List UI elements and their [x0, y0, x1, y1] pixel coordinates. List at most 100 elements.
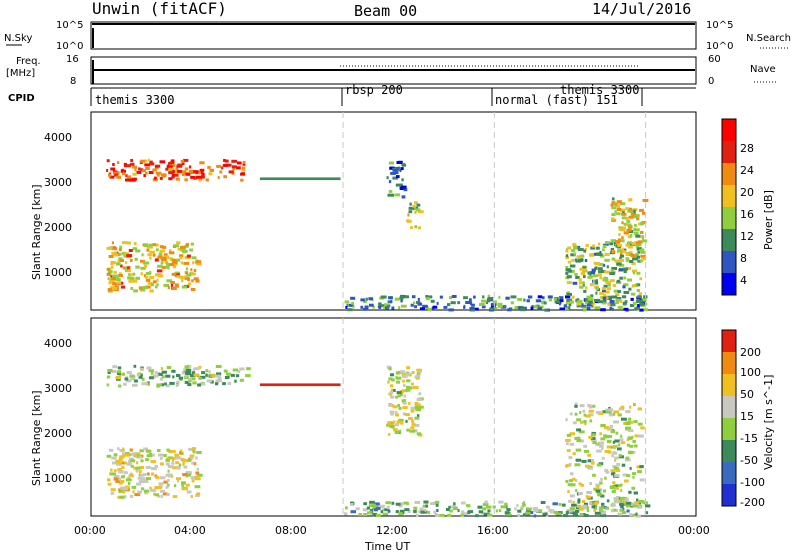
scatter-cell	[223, 159, 226, 162]
scatter-cell	[154, 493, 159, 497]
scatter-cell	[145, 271, 151, 275]
scatter-cell	[184, 276, 190, 280]
scatter-cell	[506, 508, 511, 512]
scatter-cell	[484, 500, 488, 504]
scatter-cell	[160, 367, 164, 371]
scatter-cell	[186, 254, 191, 258]
scatter-cell	[487, 299, 490, 303]
scatter-cell	[569, 269, 575, 273]
scatter-cell	[617, 249, 622, 253]
scatter-cell	[595, 262, 600, 265]
scatter-cell	[384, 508, 389, 512]
scatter-cell	[565, 256, 569, 260]
colorbar-swatch	[722, 207, 736, 230]
scatter-cell	[386, 176, 389, 180]
scatter-cell	[609, 272, 615, 276]
scatter-cell	[625, 243, 630, 247]
scatter-cell	[109, 448, 114, 452]
scatter-cell	[106, 169, 109, 172]
scatter-cell	[126, 379, 132, 383]
scatter-cell	[154, 371, 158, 375]
scatter-cell	[590, 436, 596, 440]
scatter-cell	[396, 391, 402, 395]
scatter-cell	[426, 510, 431, 514]
scatter-cell	[110, 167, 116, 171]
scatter-cell	[457, 509, 460, 513]
scatter-cell	[111, 286, 118, 290]
scatter-cell	[572, 500, 575, 504]
scatter-cell	[350, 296, 356, 300]
scatter-cell	[409, 202, 412, 206]
scatter-cell	[124, 268, 128, 272]
scatter-cell	[110, 488, 116, 492]
scatter-cell	[188, 447, 195, 451]
scatter-cell	[395, 183, 402, 187]
scatter-cell	[377, 305, 381, 309]
scatter-cell	[400, 295, 404, 299]
scatter-cell	[141, 377, 145, 381]
scatter-cell	[141, 487, 145, 491]
scatter-cell	[223, 369, 228, 373]
scatter-cell	[608, 408, 613, 412]
scatter-cell	[610, 269, 615, 273]
scatter-cell	[601, 456, 605, 460]
scatter-cell	[603, 510, 606, 514]
scatter-cell	[595, 291, 598, 295]
velocity-cb-100: 100	[740, 366, 761, 379]
scatter-cell	[400, 167, 404, 171]
scatter-cell	[191, 272, 196, 276]
scatter-cell	[178, 463, 182, 467]
scatter-cell	[191, 256, 197, 260]
scatter-cell	[487, 509, 491, 513]
scatter-cell	[400, 299, 403, 303]
scatter-cell	[118, 489, 124, 493]
scatter-cell	[571, 503, 577, 507]
scatter-cell	[615, 293, 620, 297]
scatter-cell	[156, 383, 162, 387]
scatter-cell	[116, 262, 121, 266]
scatter-cell	[185, 243, 189, 247]
scatter-cell	[110, 275, 114, 279]
scatter-cell	[572, 281, 578, 285]
scatter-cell	[154, 285, 158, 289]
scatter-cell	[387, 193, 390, 197]
scatter-cell	[415, 407, 420, 411]
scatter-cell	[144, 264, 147, 268]
scatter-cell	[121, 251, 128, 255]
power-cb-12: 12	[740, 230, 754, 243]
scatter-cell	[575, 509, 580, 513]
scatter-cell	[578, 492, 583, 495]
scatter-cell	[605, 470, 610, 474]
scatter-cell	[568, 509, 574, 513]
scatter-cell	[636, 465, 642, 469]
scatter-cell	[497, 302, 503, 306]
scatter-cell	[158, 453, 163, 457]
scatter-cell	[617, 238, 621, 242]
scatter-cell	[186, 273, 192, 277]
scatter-cell	[469, 306, 474, 310]
scatter-cell	[390, 171, 396, 175]
scatter-cell	[567, 269, 573, 273]
scatter-cell	[169, 249, 172, 253]
scatter-cell	[378, 302, 382, 306]
scatter-cell	[613, 486, 619, 490]
scatter-cell	[626, 509, 630, 513]
scatter-cell	[450, 301, 456, 305]
scatter-cell	[448, 505, 451, 509]
scatter-cell	[594, 511, 601, 515]
scatter-cell	[598, 242, 601, 246]
scatter-cell	[606, 434, 613, 438]
scatter-cell	[638, 243, 642, 247]
scatter-cell	[231, 159, 238, 163]
scatter-cell	[433, 510, 436, 514]
scatter-cell	[625, 207, 630, 211]
scatter-cell	[138, 167, 141, 171]
scatter-cell	[398, 429, 402, 433]
scatter-cell	[172, 495, 178, 499]
scatter-cell	[625, 223, 630, 227]
scatter-cell	[620, 250, 626, 254]
scatter-cell	[109, 175, 115, 179]
scatter-cell	[582, 283, 585, 287]
scatter-cell	[195, 494, 200, 497]
scatter-cell	[616, 205, 620, 209]
